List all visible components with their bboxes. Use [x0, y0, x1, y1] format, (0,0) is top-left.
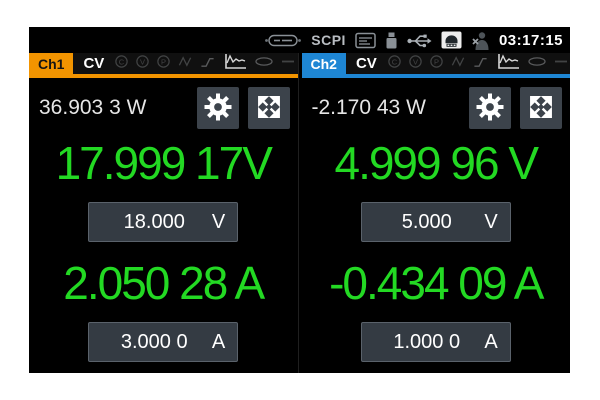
ch1-power-readout: 36.903 3 W: [39, 96, 147, 119]
ch2-mode-label: CV: [355, 55, 377, 72]
logging-graph-icon: [495, 53, 521, 74]
ch2-settings-button[interactable]: [469, 87, 511, 129]
svg-text:P: P: [434, 57, 439, 66]
ramp-icon: [199, 54, 216, 74]
waveform-icon: [177, 54, 193, 74]
ch2-power-readout: -2.170 43 W: [311, 96, 426, 119]
ellipse-icon: [254, 55, 274, 73]
svg-text:P: P: [161, 57, 166, 66]
clock: 03:17:15: [498, 31, 563, 49]
ch1-settings-button[interactable]: [196, 87, 239, 129]
scpi-label: SCPI: [311, 32, 346, 48]
expand-icon: [528, 94, 554, 123]
ch2-fullscreen-button[interactable]: [520, 87, 562, 129]
ch1-tab-bar: Ch1 CV C V P: [29, 53, 298, 78]
ch2-current-set-row: 1.000 0 A: [302, 316, 571, 373]
ch1-voltage-readout: 17.999 17V: [55, 137, 273, 189]
ch2-current-readout: -0.434 09 A: [329, 257, 544, 309]
channel-1-panel: Ch1 CV C V P: [29, 53, 298, 373]
dio-icon: [355, 32, 376, 49]
usb-icon: [407, 33, 432, 48]
user-lock-icon: [471, 31, 490, 50]
device-screen: SCPI: [29, 27, 570, 373]
circle-v-icon: V: [135, 54, 150, 74]
svg-text:C: C: [392, 57, 398, 66]
ch1-mode-label: CV: [83, 55, 105, 72]
circle-p-icon: P: [429, 54, 444, 74]
ch2-tab-status-icons: C V P: [387, 53, 570, 74]
tab-ch2[interactable]: Ch2: [301, 53, 346, 74]
ch2-tab-bar: Ch2 CV C V P: [301, 53, 570, 78]
dash-icon: [553, 55, 569, 73]
ramp-icon: [472, 54, 489, 74]
channel-2-panel: Ch2 CV C V P: [301, 53, 571, 373]
ch1-voltage-set-row: 18.000 V: [29, 196, 298, 250]
waveform-icon: [450, 54, 466, 74]
analog-connector-icon: [264, 34, 302, 47]
ch1-voltage-set-field[interactable]: 18.000 V: [88, 202, 239, 242]
gear-icon: [203, 92, 233, 125]
svg-text:C: C: [119, 57, 125, 66]
channel-panels: Ch1 CV C V P: [29, 53, 570, 373]
svg-text:V: V: [140, 57, 145, 66]
gear-icon: [475, 92, 505, 125]
ch2-voltage-readout: 4.999 96 V: [334, 137, 539, 189]
ch1-tab-status-icons: C V P: [114, 53, 297, 74]
ch1-current-set-field[interactable]: 3.000 0 A: [88, 322, 239, 362]
ch2-voltage-set-row: 5.000 V: [302, 196, 571, 250]
ch2-current-set-field[interactable]: 1.000 0 A: [360, 322, 511, 362]
ch2-voltage-set-unit: V: [484, 210, 498, 233]
usb-device-icon: [385, 32, 398, 49]
panel-divider: [297, 53, 302, 373]
logging-graph-icon: [222, 53, 248, 74]
ch1-fullscreen-button[interactable]: [247, 87, 290, 129]
svg-text:V: V: [413, 57, 418, 66]
expand-icon: [256, 94, 282, 123]
ch1-voltage-set-unit: V: [211, 210, 226, 233]
ch2-voltage-set-field[interactable]: 5.000 V: [360, 202, 511, 242]
circle-c-icon: C: [387, 54, 402, 74]
circle-v-icon: V: [408, 54, 423, 74]
lan-icon: [441, 31, 462, 49]
ch2-header: -2.170 43 W: [302, 78, 571, 130]
ch2-voltage-set-value: 5.000: [401, 210, 452, 233]
ch1-voltage-set-value: 18.000: [123, 210, 185, 233]
ch1-current-set-row: 3.000 0 A: [29, 316, 298, 373]
ch1-header: 36.903 3 W: [29, 78, 298, 130]
ch1-current-readout: 2.050 28 A: [63, 257, 265, 309]
ch2-current-set-value: 1.000 0: [393, 330, 461, 353]
dash-icon: [280, 55, 296, 73]
circle-c-icon: C: [114, 54, 129, 74]
circle-p-icon: P: [156, 54, 171, 74]
ch2-current-set-unit: A: [484, 330, 498, 353]
ch1-current-set-unit: A: [211, 330, 226, 353]
tab-ch1[interactable]: Ch1: [29, 53, 74, 74]
ch1-current-set-value: 3.000 0: [120, 330, 188, 353]
status-bar: SCPI: [29, 27, 570, 53]
ellipse-icon: [527, 55, 547, 73]
